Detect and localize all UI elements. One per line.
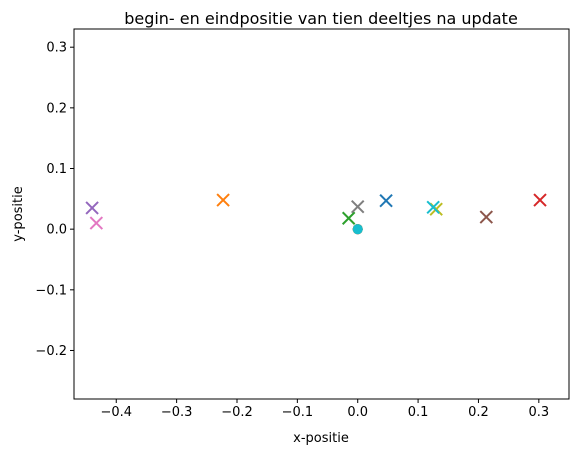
y-axis: −0.2 −0.1 0.0 0.1 0.2 0.3 bbox=[35, 41, 74, 359]
end-point-marker bbox=[85, 201, 99, 215]
x-tick-label: 0.3 bbox=[528, 405, 549, 420]
end-point-marker bbox=[351, 200, 365, 214]
data-markers bbox=[85, 193, 547, 235]
y-tick-label: 0.2 bbox=[46, 101, 67, 116]
x-axis-title: x-positie bbox=[293, 431, 349, 446]
x-tick-label: 0.2 bbox=[468, 405, 489, 420]
end-point-marker bbox=[379, 193, 393, 208]
x-tick-label: −0.2 bbox=[221, 405, 253, 420]
x-tick-label: −0.4 bbox=[100, 405, 132, 420]
start-point-marker bbox=[352, 224, 363, 235]
y-tick-label: −0.2 bbox=[35, 344, 67, 359]
y-tick-label: 0.1 bbox=[46, 162, 67, 177]
y-tick-label: −0.1 bbox=[35, 283, 67, 298]
x-tick-label: −0.3 bbox=[161, 405, 193, 420]
y-tick-label: 0.3 bbox=[46, 41, 67, 56]
x-axis: −0.4 −0.3 −0.2 −0.1 0.0 0.1 0.2 0.3 bbox=[100, 399, 549, 420]
end-point-marker bbox=[426, 200, 440, 215]
plot-frame bbox=[73, 28, 570, 400]
end-point-marker bbox=[479, 210, 494, 224]
end-point-marker bbox=[341, 211, 356, 225]
x-tick-label: −0.1 bbox=[282, 405, 314, 420]
end-point-marker bbox=[533, 193, 547, 207]
end-point-marker bbox=[89, 216, 104, 230]
x-tick-label: 0.1 bbox=[408, 405, 429, 420]
chart-title: begin- en eindpositie van tien deeltjes … bbox=[124, 9, 518, 28]
x-tick-label: 0.0 bbox=[347, 405, 368, 420]
end-point-marker bbox=[216, 193, 230, 207]
y-axis-title: y-positie bbox=[11, 186, 26, 241]
y-tick-label: 0.0 bbox=[46, 223, 67, 238]
